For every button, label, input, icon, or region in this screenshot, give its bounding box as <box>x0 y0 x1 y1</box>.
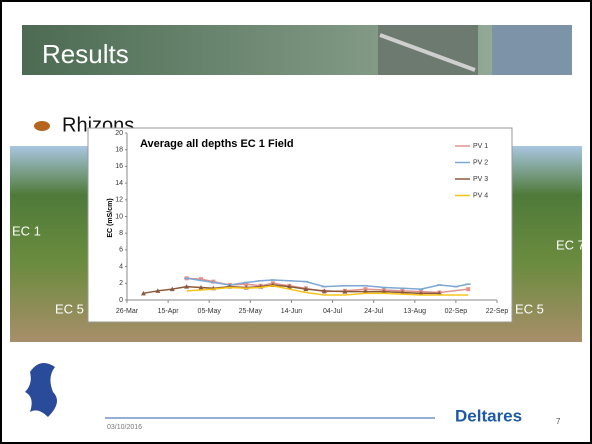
bullet-icon <box>34 121 50 131</box>
point <box>466 287 470 291</box>
page-number: 7 <box>556 417 561 426</box>
photo-label: EC 7 <box>556 237 585 252</box>
chart-box <box>88 128 512 322</box>
x-tick-label: 04-Jul <box>323 308 343 315</box>
x-tick-label: 05-May <box>198 308 222 315</box>
x-tick-label: 22-Sep <box>486 308 509 315</box>
x-tick-label: 26-Mar <box>116 308 139 315</box>
y-tick-label: 18 <box>115 147 123 154</box>
y-tick-label: 20 <box>115 130 123 137</box>
y-tick-label: 6 <box>119 247 123 254</box>
photo-label: EC 1 <box>12 223 41 238</box>
x-tick-label: 24-Jul <box>364 308 384 315</box>
y-tick-label: 0 <box>119 297 123 304</box>
chart-title: Average all depths EC 1 Field <box>140 138 294 150</box>
y-tick-label: 10 <box>115 213 123 220</box>
photo-label: EC 5 <box>55 301 84 316</box>
slide: Results Rhizons EC 1 EC 5 EC 7 EC 5 Aver… <box>0 0 592 444</box>
legend-label: PV 2 <box>473 159 488 166</box>
legend-label: PV 1 <box>473 143 488 150</box>
slide-canvas: Results Rhizons EC 1 EC 5 EC 7 EC 5 Aver… <box>0 0 592 444</box>
slide-title: Results <box>42 39 129 69</box>
photo-river <box>492 25 572 75</box>
y-tick-label: 8 <box>119 230 123 237</box>
x-tick-label: 15-Apr <box>158 308 180 315</box>
photo-label: EC 5 <box>515 301 544 316</box>
brand-logo: Deltares <box>455 406 522 425</box>
x-tick-label: 02-Sep <box>445 308 468 315</box>
legend-label: PV 4 <box>473 192 488 199</box>
x-tick-label: 13-Aug <box>403 308 426 315</box>
y-tick-label: 2 <box>119 280 123 287</box>
y-tick-label: 4 <box>119 263 123 270</box>
y-tick-label: 12 <box>115 197 123 204</box>
y-axis-label: EC (mS/cm) <box>107 198 114 237</box>
x-tick-label: 14-Jun <box>281 308 303 315</box>
footer-date: 03/10/2016 <box>107 424 142 431</box>
x-tick-label: 25-May <box>239 308 263 315</box>
y-tick-label: 14 <box>115 180 123 187</box>
y-tick-label: 16 <box>115 163 123 170</box>
legend-label: PV 3 <box>473 176 488 183</box>
